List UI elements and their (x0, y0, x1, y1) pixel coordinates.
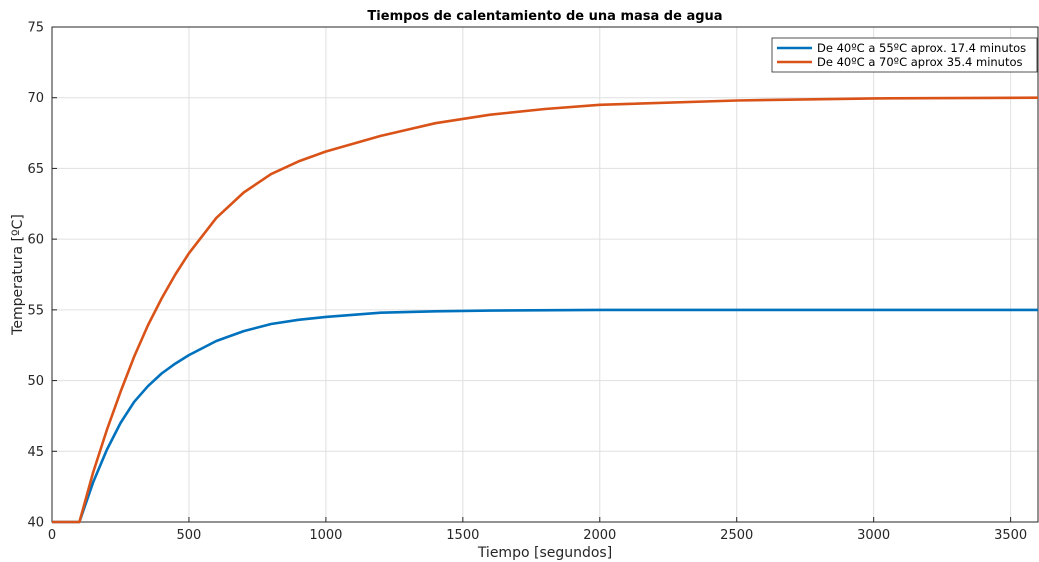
y-tick-label: 50 (27, 374, 44, 389)
x-axis-ticks: 0 500 1000 1500 2000 2500 3000 3500 (48, 517, 1027, 543)
x-tick-label: 500 (177, 528, 202, 543)
y-tick-label: 75 (27, 21, 44, 36)
series-lines (52, 96, 1039, 524)
y-tick-label: 45 (27, 445, 44, 460)
x-tick-label: 3500 (994, 528, 1027, 543)
y-tick-label: 60 (27, 233, 44, 248)
x-tick-label: 3000 (857, 528, 890, 543)
x-axis-label: Tiempo [segundos] (477, 545, 612, 561)
legend-box (771, 37, 1038, 73)
x-tick-label: 2000 (583, 528, 616, 543)
y-tick-label: 55 (27, 303, 44, 318)
y-tick-label: 65 (27, 162, 44, 177)
legend-label-1: De 40ºC a 55ºC aprox. 17.4 minutos (817, 41, 1026, 55)
x-tick-label: 1500 (446, 528, 479, 543)
x-tick-label: 0 (48, 528, 56, 543)
y-axis-label: Temperatura [ºC] (10, 214, 26, 336)
legend-label-2: De 40ºC a 70ºC aprox 35.4 minutos (817, 55, 1023, 69)
y-axis-ticks: 40 45 50 55 60 65 70 75 (27, 21, 57, 531)
x-tick-label: 2500 (720, 528, 753, 543)
y-tick-label: 70 (27, 91, 44, 106)
x-tick-label: 1000 (309, 528, 342, 543)
series-line-2 (52, 96, 1039, 524)
chart-title: Tiempos de calentamiento de una masa de … (367, 9, 722, 24)
series-line-1 (52, 308, 1038, 524)
y-tick-label: 40 (27, 516, 44, 531)
grid-lines (51, 26, 1038, 523)
plot-frame (51, 26, 1039, 523)
